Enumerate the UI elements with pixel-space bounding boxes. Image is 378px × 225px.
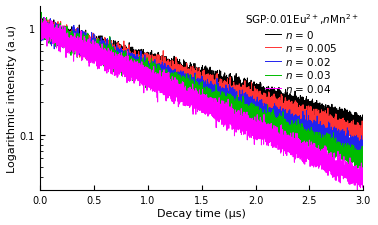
$n$ = 0 — [183, 70, 187, 73]
$n$ = 0 — [361, 122, 366, 125]
$n$ = 0.005 — [361, 144, 366, 147]
$n$ = 0.02 — [361, 148, 366, 151]
$n$ = 0.005 — [43, 19, 48, 22]
$n$ = 0.04 — [183, 93, 187, 96]
$n$ = 0.02 — [359, 160, 364, 162]
$n$ = 0.02 — [113, 54, 117, 57]
$n$ = 0.02 — [183, 86, 187, 88]
$n$ = 0.02 — [160, 71, 164, 74]
$n$ = 0 — [116, 52, 121, 54]
$n$ = 0 — [37, 32, 42, 34]
$n$ = 0.03 — [160, 79, 164, 82]
$n$ = 0.005 — [113, 55, 117, 58]
$n$ = 0.02 — [41, 17, 46, 20]
Line: $n$ = 0.005: $n$ = 0.005 — [40, 20, 363, 146]
$n$ = 0.04 — [113, 66, 117, 69]
$n$ = 0.03 — [183, 83, 187, 86]
$n$ = 0.04 — [115, 69, 119, 72]
$n$ = 0.04 — [355, 189, 359, 191]
$n$ = 0.03 — [39, 12, 43, 15]
$n$ = 0.04 — [361, 169, 366, 172]
Legend: $n$ = 0, $n$ = 0.005, $n$ = 0.02, $n$ = 0.03, $n$ = 0.04: $n$ = 0, $n$ = 0.005, $n$ = 0.02, $n$ = … — [243, 10, 360, 97]
$n$ = 0.005 — [359, 139, 363, 141]
$n$ = 0.005 — [160, 67, 164, 69]
$n$ = 0 — [115, 46, 119, 48]
$n$ = 0.005 — [115, 44, 119, 47]
$n$ = 0.02 — [359, 152, 363, 155]
$n$ = 0.03 — [116, 60, 121, 63]
$n$ = 0.03 — [359, 171, 363, 173]
$n$ = 0 — [359, 123, 363, 126]
$n$ = 0 — [353, 132, 358, 135]
$n$ = 0.02 — [37, 34, 42, 36]
$n$ = 0.005 — [37, 26, 42, 29]
$n$ = 0.04 — [160, 86, 164, 88]
Line: $n$ = 0.03: $n$ = 0.03 — [40, 13, 363, 172]
$n$ = 0.04 — [359, 175, 363, 178]
$n$ = 0.04 — [37, 38, 42, 41]
Line: $n$ = 0: $n$ = 0 — [40, 20, 363, 133]
$n$ = 0 — [160, 58, 164, 60]
$n$ = 0.02 — [116, 55, 121, 58]
$n$ = 0 — [40, 18, 45, 21]
$n$ = 0.04 — [116, 58, 121, 61]
$n$ = 0 — [113, 51, 117, 53]
$n$ = 0.03 — [361, 160, 366, 163]
Y-axis label: Logarithmic intensity (a.u): Logarithmic intensity (a.u) — [7, 25, 17, 172]
$n$ = 0.03 — [354, 171, 358, 174]
Line: $n$ = 0.04: $n$ = 0.04 — [40, 15, 363, 190]
$n$ = 0.03 — [115, 61, 119, 63]
$n$ = 0.005 — [116, 56, 121, 58]
$n$ = 0.03 — [113, 55, 117, 57]
$n$ = 0.02 — [115, 44, 119, 47]
X-axis label: Decay time (μs): Decay time (μs) — [157, 208, 246, 218]
$n$ = 0.005 — [361, 140, 366, 143]
$n$ = 0.04 — [38, 14, 43, 17]
$n$ = 0.03 — [37, 17, 42, 20]
Line: $n$ = 0.02: $n$ = 0.02 — [40, 18, 363, 161]
$n$ = 0.005 — [183, 71, 187, 73]
